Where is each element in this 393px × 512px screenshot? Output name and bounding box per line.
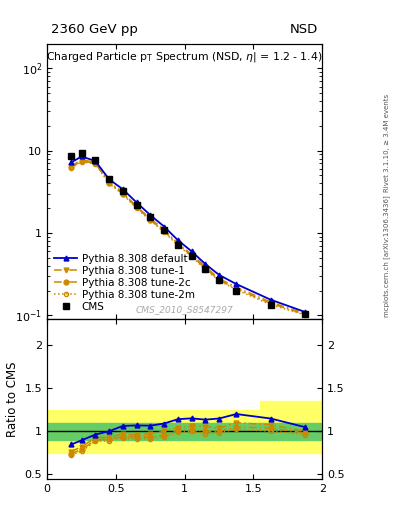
CMS (148, 215, 152, 221)
Text: 2360 GeV pp: 2360 GeV pp (51, 23, 138, 36)
Pythia 8.308 tune-1 (93, 159, 97, 165)
CMS (121, 188, 125, 195)
Text: Charged Particle p$_\mathregular{T}$ Spectrum (NSD, $\eta$| = 1.2 - 1.4): Charged Particle p$_\mathregular{T}$ Spe… (46, 50, 323, 65)
Pythia 8.308 tune-1 (189, 251, 194, 258)
CMS (268, 302, 273, 308)
Pythia 8.308 tune-2m (234, 287, 239, 293)
Pythia 8.308 tune-2m (148, 218, 152, 224)
Pythia 8.308 default (134, 199, 139, 205)
CMS (69, 154, 73, 160)
Pythia 8.308 tune-2c (176, 241, 180, 247)
Text: NSD: NSD (290, 23, 318, 36)
CMS (176, 242, 180, 248)
Bar (47, 422, 322, 440)
Pythia 8.308 tune-2c (189, 252, 194, 259)
CMS (107, 176, 112, 182)
Pythia 8.308 tune-2m (303, 312, 307, 318)
Pythia 8.308 tune-2c (203, 266, 208, 272)
Pythia 8.308 tune-1 (268, 299, 273, 305)
Pythia 8.308 default (121, 186, 125, 193)
Pythia 8.308 tune-2c (121, 190, 125, 197)
Legend: Pythia 8.308 default, Pythia 8.308 tune-1, Pythia 8.308 tune-2c, Pythia 8.308 tu: Pythia 8.308 default, Pythia 8.308 tune-… (52, 251, 196, 314)
Pythia 8.308 tune-1 (107, 179, 112, 185)
CMS (303, 311, 307, 317)
Pythia 8.308 default (189, 248, 194, 254)
Pythia 8.308 tune-2m (176, 242, 180, 248)
Pythia 8.308 tune-2m (203, 266, 208, 272)
Pythia 8.308 default (162, 223, 167, 229)
CMS (217, 277, 222, 283)
CMS (162, 226, 167, 232)
Pythia 8.308 tune-1 (69, 163, 73, 169)
Line: Pythia 8.308 tune-2m: Pythia 8.308 tune-2m (69, 160, 307, 317)
Pythia 8.308 default (234, 281, 239, 287)
Pythia 8.308 tune-2m (217, 278, 222, 284)
Pythia 8.308 tune-1 (234, 284, 239, 290)
Pythia 8.308 default (303, 309, 307, 315)
Text: CMS_2010_S8547297: CMS_2010_S8547297 (136, 305, 233, 314)
Pythia 8.308 tune-1 (176, 240, 180, 246)
Pythia 8.308 tune-2c (134, 204, 139, 210)
Pythia 8.308 default (268, 296, 273, 303)
Pythia 8.308 tune-2m (162, 229, 167, 235)
Pythia 8.308 tune-2m (121, 191, 125, 198)
Pythia 8.308 default (217, 272, 222, 278)
CMS (189, 253, 194, 260)
Pythia 8.308 tune-1 (148, 216, 152, 222)
Pythia 8.308 default (148, 212, 152, 218)
Pythia 8.308 tune-2c (303, 311, 307, 317)
Line: CMS: CMS (68, 150, 308, 316)
Pythia 8.308 tune-2m (268, 302, 273, 308)
Pythia 8.308 tune-2m (93, 161, 97, 167)
Pythia 8.308 tune-2c (69, 164, 73, 170)
Y-axis label: Ratio to CMS: Ratio to CMS (6, 361, 19, 437)
Pythia 8.308 tune-2c (268, 300, 273, 306)
Pythia 8.308 tune-1 (162, 226, 167, 232)
Pythia 8.308 tune-2c (79, 158, 84, 164)
Pythia 8.308 default (203, 261, 208, 267)
Pythia 8.308 default (107, 176, 112, 182)
CMS (93, 157, 97, 163)
Pythia 8.308 default (69, 159, 73, 165)
Pythia 8.308 tune-1 (217, 275, 222, 282)
CMS (134, 202, 139, 208)
Pythia 8.308 tune-1 (203, 264, 208, 270)
Line: Pythia 8.308 tune-1: Pythia 8.308 tune-1 (69, 157, 307, 316)
Pythia 8.308 tune-2m (69, 165, 73, 171)
Pythia 8.308 tune-1 (79, 157, 84, 163)
Pythia 8.308 tune-2m (79, 159, 84, 165)
Text: mcplots.cern.ch [arXiv:1306.3436]: mcplots.cern.ch [arXiv:1306.3436] (384, 195, 391, 317)
Pythia 8.308 tune-2m (189, 253, 194, 260)
Pythia 8.308 tune-2c (162, 228, 167, 234)
Pythia 8.308 tune-1 (134, 203, 139, 209)
CMS (234, 288, 239, 294)
CMS (203, 266, 208, 272)
Pythia 8.308 default (79, 154, 84, 160)
Pythia 8.308 tune-2c (107, 180, 112, 186)
Line: Pythia 8.308 default: Pythia 8.308 default (69, 154, 307, 314)
Pythia 8.308 tune-2m (134, 205, 139, 211)
Pythia 8.308 tune-2c (234, 286, 239, 292)
Text: Rivet 3.1.10, ≥ 3.4M events: Rivet 3.1.10, ≥ 3.4M events (384, 94, 390, 193)
Pythia 8.308 tune-1 (121, 189, 125, 196)
Pythia 8.308 tune-2c (93, 160, 97, 166)
Line: Pythia 8.308 tune-2c: Pythia 8.308 tune-2c (69, 159, 307, 317)
Pythia 8.308 tune-1 (303, 311, 307, 317)
Pythia 8.308 default (176, 237, 180, 243)
Pythia 8.308 tune-2m (107, 180, 112, 186)
Pythia 8.308 tune-2c (148, 217, 152, 223)
Pythia 8.308 default (93, 158, 97, 164)
CMS (79, 150, 84, 156)
Pythia 8.308 tune-2c (217, 277, 222, 283)
